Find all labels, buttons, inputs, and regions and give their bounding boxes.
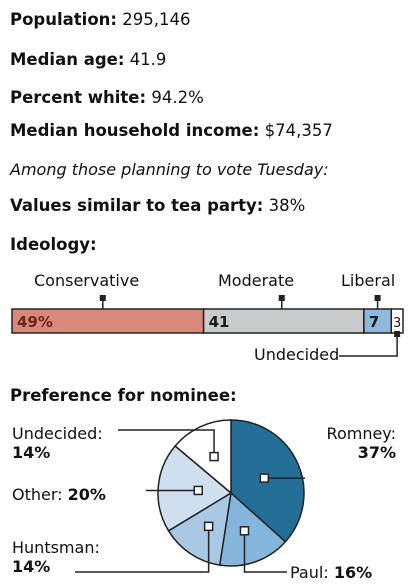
stat-median-age-value: 41.9 xyxy=(129,50,167,69)
stat-percent-white-value: 94.2% xyxy=(151,88,204,107)
stat-tea-party-label: Values similar to tea party: xyxy=(10,196,264,215)
ideology-label-conservative: Conservative xyxy=(34,271,140,290)
ideology-label-moderate: Moderate xyxy=(218,271,295,290)
ideology-bar-conservative xyxy=(11,308,205,334)
stat-percent-white-label: Percent white: xyxy=(10,88,147,107)
pie-slice-paul xyxy=(218,491,287,567)
stat-percent-white: Percent white: 94.2% xyxy=(10,88,204,107)
ideology-bar-moderate xyxy=(202,308,365,334)
pie-marker-other xyxy=(193,485,203,496)
stat-population: Population: 295,146 xyxy=(10,10,191,29)
pie-marker-huntsman xyxy=(203,521,214,532)
pie-label-paul-name: Paul: xyxy=(290,563,329,582)
preference-title: Preference for nominee: xyxy=(10,386,237,405)
stat-population-value: 295,146 xyxy=(122,10,191,29)
pie-label-undecided-name: Undecided: xyxy=(12,424,103,443)
ideology-value-moderate: 41 xyxy=(209,313,230,331)
pie-slice-undecided xyxy=(174,419,232,495)
pie-label-other-name: Other: xyxy=(12,485,63,504)
pie-slice-huntsman xyxy=(167,491,232,566)
pie-label-romney-name: Romney: xyxy=(326,424,396,443)
pie-label-huntsman-value: 14% xyxy=(12,557,51,576)
ideology-marker-conservative xyxy=(99,295,106,301)
pie-label-huntsman-name: Huntsman: xyxy=(12,538,100,557)
pie-label-other: Other: 20% xyxy=(12,485,106,504)
pie-leader-undecided xyxy=(118,429,215,457)
ideology-marker-moderate xyxy=(278,295,285,301)
pie-label-paul: Paul: 16% xyxy=(290,563,372,582)
stat-median-income-label: Median household income: xyxy=(10,121,260,140)
ideology-leader-undecided xyxy=(339,333,398,357)
ideology-value-undecided: 3 xyxy=(393,316,401,331)
pie-label-paul-value: 16% xyxy=(333,563,373,582)
pie-marker-romney xyxy=(259,473,270,483)
voters-note: Among those planning to vote Tuesday: xyxy=(10,160,329,179)
stat-tea-party: Values similar to tea party: 38% xyxy=(10,196,305,215)
ideology-label-liberal: Liberal xyxy=(341,271,396,290)
pie-label-romney: Romney: 37% xyxy=(306,424,396,462)
stat-median-age-label: Median age: xyxy=(10,50,125,69)
ideology-marker-liberal xyxy=(374,295,381,301)
pie-label-other-value: 20% xyxy=(67,485,106,504)
ideology-value-conservative: 49% xyxy=(17,313,53,331)
pie-marker-undecided xyxy=(209,451,219,462)
ideology-title: Ideology: xyxy=(10,235,97,254)
ideology-marker-undecided xyxy=(394,331,401,337)
stat-population-label: Population: xyxy=(10,10,118,29)
stat-tea-party-value: 38% xyxy=(268,196,306,215)
pie-marker-paul xyxy=(239,526,250,536)
pie-leader-huntsman xyxy=(75,526,210,573)
pie-label-romney-value: 37% xyxy=(357,443,396,462)
pie-label-huntsman: Huntsman: 14% xyxy=(12,538,100,576)
ideology-value-liberal: 7 xyxy=(369,313,379,331)
pie-leader-paul xyxy=(243,530,287,573)
stat-median-income: Median household income: $74,357 xyxy=(10,121,333,140)
pie-label-undecided: Undecided: 14% xyxy=(12,424,103,462)
stat-median-age: Median age: 41.9 xyxy=(10,50,166,69)
stat-median-income-value: $74,357 xyxy=(264,121,333,140)
ideology-label-undecided: Undecided xyxy=(254,345,340,364)
pie-label-undecided-value: 14% xyxy=(12,443,51,462)
